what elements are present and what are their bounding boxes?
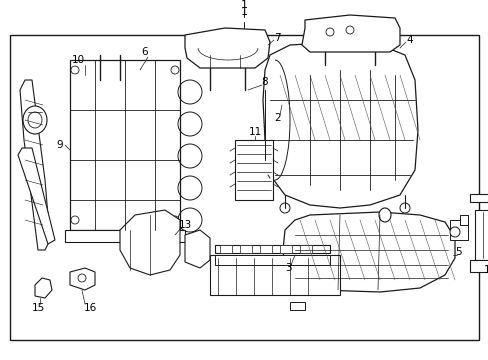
Bar bbox=[299, 245, 311, 253]
Bar bbox=[280, 245, 291, 253]
Text: 1: 1 bbox=[240, 0, 247, 10]
Ellipse shape bbox=[171, 216, 179, 224]
Text: 3: 3 bbox=[284, 263, 291, 273]
Polygon shape bbox=[120, 210, 180, 275]
Bar bbox=[469, 260, 488, 272]
Ellipse shape bbox=[78, 274, 86, 282]
Text: 8: 8 bbox=[261, 77, 268, 87]
Bar bbox=[289, 302, 305, 310]
Bar bbox=[474, 210, 488, 260]
Text: 1: 1 bbox=[240, 7, 247, 17]
Text: 6: 6 bbox=[142, 47, 148, 57]
Ellipse shape bbox=[171, 66, 179, 74]
Text: 10: 10 bbox=[71, 55, 84, 65]
Bar bbox=[215, 255, 329, 265]
Text: 9: 9 bbox=[57, 140, 63, 150]
Text: 2: 2 bbox=[274, 113, 281, 123]
Polygon shape bbox=[184, 230, 209, 268]
Polygon shape bbox=[302, 15, 399, 52]
Polygon shape bbox=[18, 148, 55, 244]
Text: 11: 11 bbox=[248, 127, 261, 137]
Polygon shape bbox=[184, 28, 269, 68]
Polygon shape bbox=[70, 268, 95, 290]
Bar bbox=[459, 215, 467, 225]
Bar bbox=[209, 255, 339, 295]
Bar bbox=[10, 35, 478, 340]
Bar bbox=[469, 194, 488, 202]
Bar bbox=[65, 230, 184, 242]
Bar bbox=[235, 140, 272, 200]
Bar bbox=[260, 245, 271, 253]
Ellipse shape bbox=[449, 227, 459, 237]
Bar bbox=[70, 60, 180, 230]
Ellipse shape bbox=[399, 203, 409, 213]
Polygon shape bbox=[35, 278, 52, 298]
Text: 17: 17 bbox=[482, 265, 488, 275]
Ellipse shape bbox=[71, 216, 79, 224]
Ellipse shape bbox=[71, 66, 79, 74]
Polygon shape bbox=[263, 42, 417, 208]
Bar bbox=[449, 220, 467, 240]
Text: 5: 5 bbox=[455, 247, 461, 257]
Ellipse shape bbox=[280, 203, 289, 213]
Polygon shape bbox=[283, 212, 454, 292]
Text: 13: 13 bbox=[178, 220, 191, 230]
Ellipse shape bbox=[23, 106, 47, 134]
Bar bbox=[240, 245, 251, 253]
Text: 7: 7 bbox=[273, 33, 280, 43]
Text: 4: 4 bbox=[406, 35, 412, 45]
Text: 15: 15 bbox=[31, 303, 44, 313]
Bar bbox=[220, 245, 231, 253]
Ellipse shape bbox=[28, 112, 42, 128]
Polygon shape bbox=[20, 80, 50, 250]
Ellipse shape bbox=[378, 208, 390, 222]
Bar bbox=[215, 245, 329, 253]
Text: 16: 16 bbox=[83, 303, 97, 313]
